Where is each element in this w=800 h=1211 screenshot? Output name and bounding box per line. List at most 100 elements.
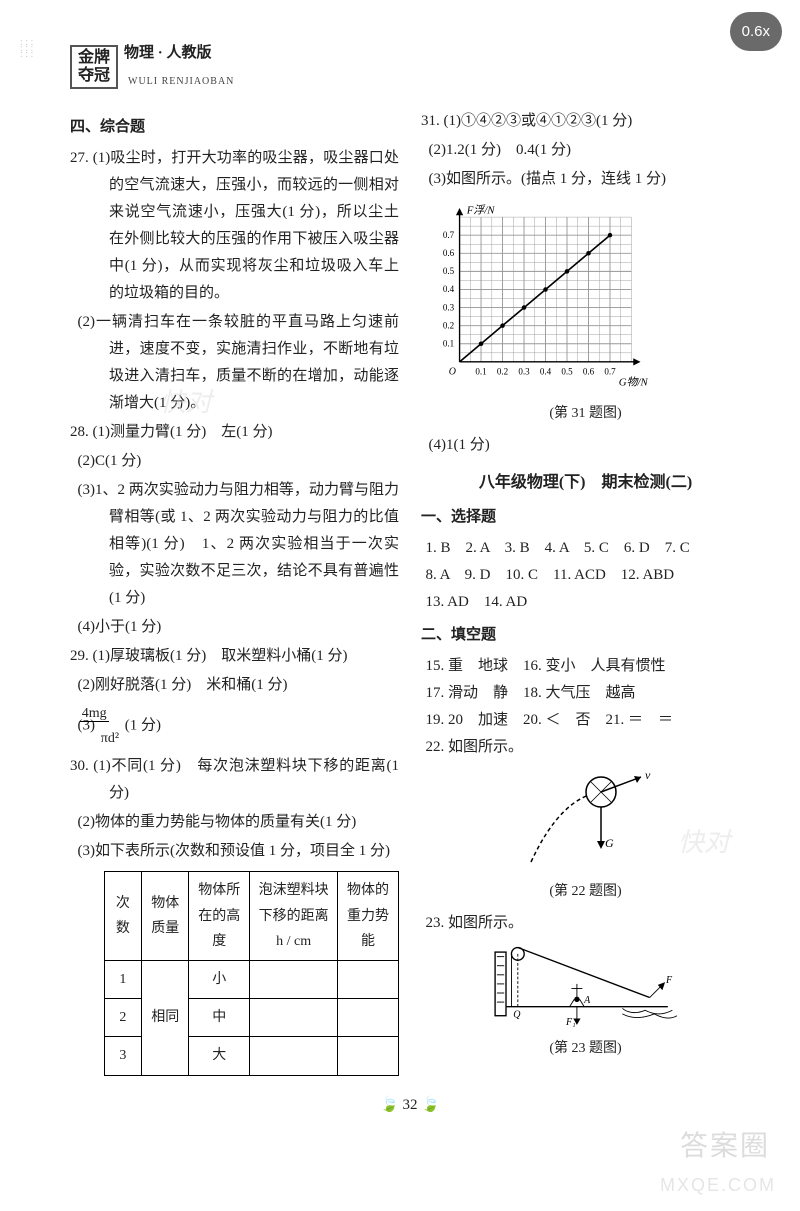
q27-2: (2)一辆清扫车在一条较脏的平直马路上匀速前进，速度不变，实施清扫作业，不断地有… — [70, 309, 399, 417]
th-3: 物体所在的高度 — [189, 872, 250, 961]
q30-1: 30. (1)不同(1 分) 每次泡沫塑料块下移的距离(1 分) — [70, 753, 399, 807]
logo-box: 金牌 夺冠 — [70, 45, 118, 88]
svg-text:A: A — [583, 995, 591, 1006]
svg-text:0.4: 0.4 — [540, 367, 552, 377]
svg-text:0.1: 0.1 — [443, 338, 454, 348]
leaf-icon: 🍃 — [421, 1097, 440, 1113]
td: 中 — [189, 999, 250, 1037]
svg-text:0.6: 0.6 — [583, 367, 595, 377]
q31-chart: 0.1 0.2 0.3 0.4 0.5 0.6 0.7 0.1 0.2 0.3 0.4 0.5 0.6 0… — [421, 199, 661, 389]
subject-pinyin: WULI RENJIAOBAN — [128, 76, 234, 87]
td: 相同 — [142, 960, 189, 1075]
td: 3 — [104, 1037, 142, 1075]
page-number: 🍃 32 🍃 — [70, 1092, 750, 1119]
th-5: 物体的重力势能 — [337, 872, 398, 961]
svg-text:0.3: 0.3 — [518, 367, 530, 377]
q29-1: 29. (1)厚玻璃板(1 分) 取米塑料小桶(1 分) — [70, 643, 399, 670]
q27-1: 27. (1)吸尘时，打开大功率的吸尘器，吸尘器口处的空气流速大，压强小，而较远… — [70, 145, 399, 307]
td — [250, 1037, 338, 1075]
svg-text:0.3: 0.3 — [443, 302, 455, 312]
q28-4: (4)小于(1 分) — [70, 614, 399, 641]
q30-3: (3)如下表所示(次数和预设值 1 分，项目全 1 分) — [70, 838, 399, 865]
speed-badge[interactable]: 0.6x — [730, 12, 782, 51]
section-choice-heading: 一、选择题 — [421, 504, 750, 531]
fill-17: 17. 滑动 静 18. 大气压 越高 — [421, 680, 750, 707]
q31-4: (4)1(1 分) — [421, 432, 750, 459]
q29-3b: (1 分) — [125, 718, 161, 734]
fig-22: v G — [511, 767, 661, 877]
fill-23: 23. 如图所示。 — [421, 910, 750, 937]
svg-text:G: G — [605, 836, 614, 850]
page-header: 金牌 夺冠 物理 · 人教版 WULI RENJIAOBAN — [70, 40, 750, 94]
left-column: 四、综合题 27. (1)吸尘时，打开大功率的吸尘器，吸尘器口处的空气流速大，压… — [70, 108, 399, 1082]
section-fill-heading: 二、填空题 — [421, 622, 750, 649]
fill-19: 19. 20 加速 20. ＜ 否 21. ＝ ＝ — [421, 707, 750, 734]
td — [337, 1037, 398, 1075]
page-num-value: 32 — [403, 1097, 418, 1113]
td: 2 — [104, 999, 142, 1037]
q29-2: (2)刚好脱落(1 分) 米和桶(1 分) — [70, 672, 399, 699]
watermark-3: 快对 — [160, 380, 212, 427]
watermark-1: 答案圈 — [680, 1121, 770, 1171]
td — [250, 999, 338, 1037]
fill-15: 15. 重 地球 16. 变小 人具有惯性 — [421, 653, 750, 680]
svg-text:F浮/N: F浮/N — [466, 203, 495, 216]
frac-denominator: πd² — [99, 731, 121, 746]
svg-text:0.4: 0.4 — [443, 284, 455, 294]
exam2-title: 八年级物理(下) 期末检测(二) — [421, 469, 750, 498]
svg-text:F₁: F₁ — [565, 1017, 576, 1028]
table-row: 1 相同 小 — [104, 960, 398, 998]
th-1: 次数 — [104, 872, 142, 961]
frac-numerator: 4mg — [80, 706, 109, 722]
q29-fraction: 4mg πd² — [99, 701, 121, 751]
q28-2: (2)C(1 分) — [70, 448, 399, 475]
content-columns: 四、综合题 27. (1)吸尘时，打开大功率的吸尘器，吸尘器口处的空气流速大，压… — [70, 108, 750, 1082]
logo-line1: 金牌 — [78, 49, 110, 67]
td — [337, 960, 398, 998]
td: 大 — [189, 1037, 250, 1075]
q30-table: 次数 物体质量 物体所在的高度 泡沫塑料块下移的距离 h / cm 物体的重力势… — [104, 871, 399, 1075]
q31-caption: (第 31 题图) — [421, 401, 750, 426]
svg-text:0.7: 0.7 — [443, 230, 455, 240]
logo-line2: 夺冠 — [78, 67, 110, 85]
th-2: 物体质量 — [142, 872, 189, 961]
svg-text:0.6: 0.6 — [443, 248, 455, 258]
watermark-4: 快对 — [678, 820, 730, 867]
td: 小 — [189, 960, 250, 998]
svg-text:O: O — [449, 367, 456, 378]
fill-22: 22. 如图所示。 — [421, 734, 750, 761]
svg-text:Q: Q — [513, 1010, 521, 1021]
svg-text:0.1: 0.1 — [475, 367, 486, 377]
th-4: 泡沫塑料块下移的距离 h / cm — [250, 872, 338, 961]
svg-text:0.7: 0.7 — [604, 367, 616, 377]
td: 1 — [104, 960, 142, 998]
section-4-heading: 四、综合题 — [70, 114, 399, 141]
td — [337, 999, 398, 1037]
q30-2: (2)物体的重力势能与物体的质量有关(1 分) — [70, 809, 399, 836]
subject-title: 物理 · 人教版 — [124, 45, 212, 61]
q31-2: (2)1.2(1 分) 0.4(1 分) — [421, 137, 750, 164]
right-column: 31. (1)①④②③或④①②③(1 分) (2)1.2(1 分) 0.4(1 … — [421, 108, 750, 1082]
q28-3: (3)1、2 两次实验动力与阻力相等，动力臂与阻力臂相等(或 1、2 两次实验动… — [70, 477, 399, 612]
mc-line-1: 1. B 2. A 3. B 4. A 5. C 6. D 7. C — [421, 535, 750, 562]
table-header-row: 次数 物体质量 物体所在的高度 泡沫塑料块下移的距离 h / cm 物体的重力势… — [104, 872, 398, 961]
fig-23: Q A F₁ F — [486, 943, 686, 1034]
svg-text:G物/N: G物/N — [619, 375, 649, 388]
mc-line-3: 13. AD 14. AD — [421, 589, 750, 616]
decorative-dots: : : :: : :: : : — [20, 40, 33, 58]
q28-1: 28. (1)测量力臂(1 分) 左(1 分) — [70, 419, 399, 446]
svg-text:v: v — [645, 768, 651, 782]
svg-text:0.2: 0.2 — [443, 320, 455, 330]
watermark-2: MXQE.COM — [660, 1169, 776, 1201]
fig22-caption: (第 22 题图) — [421, 879, 750, 904]
fig23-caption: (第 23 题图) — [421, 1036, 750, 1061]
td — [250, 960, 338, 998]
svg-text:0.5: 0.5 — [443, 266, 455, 276]
mc-line-2: 8. A 9. D 10. C 11. ACD 12. ABD — [421, 562, 750, 589]
svg-text:0.5: 0.5 — [561, 367, 573, 377]
q31-1: 31. (1)①④②③或④①②③(1 分) — [421, 108, 750, 135]
q29-3: (3) 4mg πd² (1 分) — [70, 701, 399, 751]
leaf-icon: 🍃 — [380, 1097, 399, 1113]
svg-text:0.2: 0.2 — [497, 367, 509, 377]
q31-3: (3)如图所示。(描点 1 分，连线 1 分) — [421, 166, 750, 193]
